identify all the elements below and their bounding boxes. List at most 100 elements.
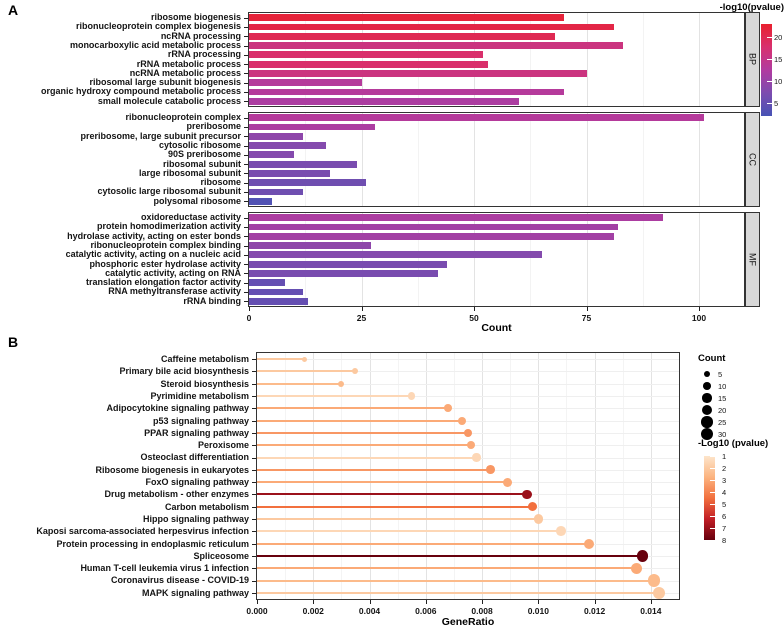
lollipop-dot — [631, 562, 643, 574]
go-term-bar — [249, 42, 623, 49]
y-axis-tick — [244, 245, 248, 247]
pathway-label: Drug metabolism - other enzymes — [104, 489, 249, 500]
legend-tick-label: 2 — [722, 464, 727, 473]
panel-b-plot — [256, 352, 680, 600]
lollipop-dot — [444, 404, 453, 413]
x-axis-tick — [650, 600, 652, 604]
y-axis-tick — [244, 226, 248, 228]
x-axis-tick — [482, 600, 484, 604]
minor-gridline — [453, 353, 455, 599]
go-term-label: hydrolase activity, acting on ester bond… — [67, 230, 241, 241]
x-axis-tick — [369, 600, 371, 604]
go-term-bar — [249, 132, 303, 140]
legend-tick-label: 5 — [722, 500, 727, 509]
pathway-label: Protein processing in endoplasmic reticu… — [56, 538, 249, 549]
minor-gridline — [530, 13, 532, 106]
y-axis-tick — [252, 580, 256, 582]
facet-panel-cc — [248, 112, 745, 207]
lollipop-stem — [257, 493, 528, 496]
facet-strip-mf: MF — [745, 212, 760, 307]
y-axis-tick — [252, 482, 256, 484]
row-gridline — [257, 420, 679, 422]
y-axis-tick — [244, 117, 248, 119]
panel-b-label: B — [8, 334, 19, 350]
y-axis-tick — [244, 182, 248, 184]
x-axis-tick — [699, 307, 700, 311]
go-term-label: catalytic activity, acting on a nucleic … — [65, 249, 241, 260]
go-term-bar — [249, 260, 447, 268]
count-legend-label: 20 — [718, 405, 727, 415]
minor-gridline — [642, 213, 644, 306]
go-term-bar — [249, 88, 564, 96]
x-axis-tick-label: 25 — [356, 313, 367, 323]
major-gridline — [474, 13, 475, 106]
y-axis-tick — [244, 254, 248, 256]
lollipop-dot — [463, 428, 473, 438]
lollipop-stem — [257, 407, 449, 410]
legend-tick — [767, 80, 772, 82]
lollipop-stem — [257, 542, 589, 545]
count-legend-dot — [704, 371, 710, 377]
go-term-label: ncRNA metabolic process — [129, 67, 241, 78]
panel-a-label: A — [8, 2, 19, 18]
pathway-label: Carbon metabolism — [164, 501, 249, 512]
legend-tick-label: 15 — [774, 55, 783, 65]
lollipop-stem — [257, 481, 508, 484]
lollipop-dot — [533, 514, 543, 524]
legend-tick-label: 7 — [722, 524, 727, 533]
pathway-label: Osteoclast differentiation — [140, 452, 249, 463]
minor-gridline — [566, 353, 568, 599]
go-term-bar — [249, 32, 555, 40]
y-axis-tick — [244, 145, 248, 147]
y-axis-tick — [252, 371, 256, 373]
lollipop-dot — [647, 574, 660, 587]
lollipop-dot — [555, 526, 566, 537]
go-term-label: oxidoreductase activity — [140, 212, 241, 222]
go-term-label: ribosome — [200, 177, 241, 188]
major-gridline — [594, 353, 596, 599]
legend-tick-label: 5 — [774, 98, 779, 108]
minor-gridline — [341, 353, 343, 599]
minor-gridline — [622, 353, 624, 599]
y-axis-tick — [244, 201, 248, 203]
go-term-label: cytosolic ribosome — [158, 139, 241, 150]
go-term-bar — [249, 114, 704, 122]
legend-tick-label: 10 — [774, 76, 783, 86]
y-axis-tick — [244, 73, 248, 75]
count-legend-dot — [702, 393, 712, 403]
y-axis-tick — [252, 531, 256, 533]
y-axis-tick — [252, 420, 256, 422]
go-term-bar — [249, 23, 614, 31]
go-term-label: ncRNA processing — [160, 30, 241, 41]
go-term-bar — [249, 197, 272, 205]
lollipop-stem — [257, 554, 643, 557]
pathway-label: Peroxisome — [197, 440, 249, 451]
x-axis-tick — [361, 307, 363, 311]
x-axis-tick-label: 100 — [691, 313, 707, 323]
y-axis-tick — [244, 273, 248, 275]
y-axis-tick — [252, 519, 256, 521]
go-term-label: ribonucleoprotein complex — [125, 112, 241, 122]
minor-gridline — [530, 213, 532, 306]
panel-a-color-legend: -log10(pvalue) 20 15 10 5 — [698, 0, 784, 130]
legend-tick — [710, 456, 715, 457]
go-term-label: phosphoric ester hydrolase activity — [89, 258, 241, 269]
pathway-label: Human T-cell leukemia virus 1 infection — [80, 563, 249, 574]
row-gridline — [257, 396, 679, 398]
x-axis-tick — [474, 307, 475, 311]
row-gridline — [257, 408, 679, 410]
pathway-label: Primary bile acid biosynthesis — [119, 366, 249, 377]
go-term-bar — [249, 223, 618, 231]
go-term-bar — [249, 288, 303, 296]
major-gridline — [474, 213, 475, 306]
count-legend-dot — [701, 404, 713, 416]
go-term-label: protein homodimerization activity — [96, 221, 241, 232]
x-axis-tick-label: 50 — [469, 313, 479, 323]
minor-gridline — [285, 353, 287, 599]
lollipop-dot — [502, 477, 512, 487]
go-term-label: cytosolic large ribosomal subunit — [97, 186, 241, 197]
panel-a-legend-title: -log10(pvalue) — [719, 2, 784, 13]
go-term-bar — [249, 79, 362, 87]
pathway-label: Pyrimidine metabolism — [150, 390, 249, 401]
go-term-bar — [249, 297, 308, 305]
